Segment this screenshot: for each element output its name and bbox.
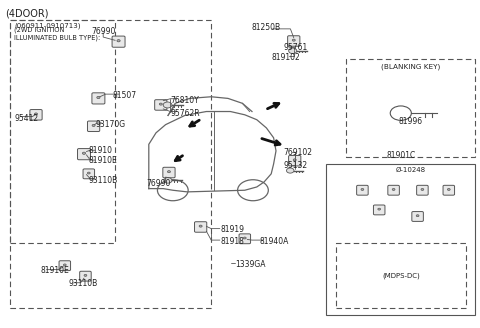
Text: 93170G: 93170G [96,120,126,129]
FancyBboxPatch shape [155,100,167,110]
Circle shape [63,264,66,266]
Circle shape [392,189,395,190]
FancyBboxPatch shape [412,212,423,221]
Circle shape [293,159,296,161]
FancyBboxPatch shape [30,110,42,120]
Circle shape [288,48,297,53]
Text: 93110B: 93110B [89,176,118,185]
FancyBboxPatch shape [77,149,90,160]
Circle shape [117,40,120,42]
Text: 81918: 81918 [221,236,245,246]
FancyBboxPatch shape [288,155,301,166]
Circle shape [92,124,95,127]
Text: 76810Y: 76810Y [170,95,199,105]
Text: 81507: 81507 [113,91,137,100]
Circle shape [378,208,381,210]
FancyBboxPatch shape [92,93,105,104]
Text: 81250B: 81250B [252,23,281,32]
Text: 81996: 81996 [398,117,422,126]
Circle shape [416,215,419,216]
FancyBboxPatch shape [87,121,100,132]
FancyBboxPatch shape [83,169,95,179]
Text: 81910E: 81910E [41,266,70,275]
FancyBboxPatch shape [59,261,71,271]
Text: (4DOOR): (4DOOR) [5,8,48,18]
Text: 95412: 95412 [14,113,38,123]
Text: 81901C: 81901C [386,151,415,160]
Text: 769102: 769102 [283,148,312,157]
Circle shape [35,113,37,115]
Text: 76990: 76990 [91,27,115,36]
Bar [10,20,115,243]
Bar [326,164,475,315]
Text: 95762R: 95762R [170,109,200,118]
FancyBboxPatch shape [163,167,175,178]
Text: 81919: 81919 [221,225,245,234]
FancyBboxPatch shape [443,185,455,195]
Circle shape [87,172,90,174]
Circle shape [163,102,172,108]
Circle shape [361,189,364,190]
Text: 1339GA: 1339GA [235,259,266,269]
Text: 95132: 95132 [283,161,307,170]
FancyBboxPatch shape [80,271,91,281]
Circle shape [83,152,85,154]
FancyBboxPatch shape [417,185,428,195]
Circle shape [243,237,246,239]
Circle shape [97,96,100,99]
Text: 81940A: 81940A [259,236,288,246]
Bar [346,59,475,157]
Circle shape [287,168,294,173]
Text: 81910E: 81910E [89,156,118,165]
FancyBboxPatch shape [373,205,385,215]
Text: 95761: 95761 [283,43,308,52]
Circle shape [159,103,162,105]
FancyBboxPatch shape [239,234,251,244]
Circle shape [164,178,172,183]
Text: (BLANKING KEY): (BLANKING KEY) [381,64,440,71]
FancyBboxPatch shape [288,36,300,46]
Text: 81910: 81910 [89,146,113,155]
FancyBboxPatch shape [194,222,207,232]
Bar [10,20,211,308]
Text: 76990: 76990 [146,179,170,188]
Circle shape [168,171,170,173]
Circle shape [84,275,87,276]
Bar [336,243,466,308]
Text: 819102: 819102 [271,53,300,62]
FancyBboxPatch shape [112,36,125,47]
Circle shape [199,225,202,227]
Circle shape [447,189,450,190]
Circle shape [292,39,295,41]
Text: 93110B: 93110B [69,279,98,288]
Text: (MDPS-DC): (MDPS-DC) [382,272,420,279]
Text: (060911-0910713): (060911-0910713) [14,23,81,30]
FancyBboxPatch shape [388,185,399,195]
Text: (2WD IGNITION
ILLUMINATED BULB TYPE):: (2WD IGNITION ILLUMINATED BULB TYPE): [14,26,101,41]
Circle shape [421,189,424,190]
FancyBboxPatch shape [357,185,368,195]
Text: Ø-10248: Ø-10248 [396,167,425,173]
